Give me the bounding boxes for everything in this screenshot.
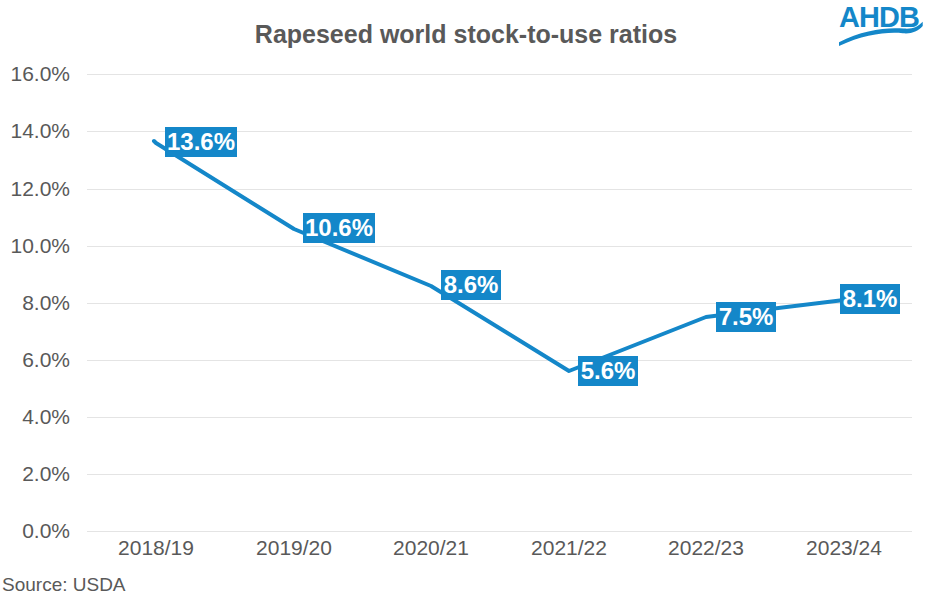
svg-text:AHDB: AHDB	[839, 1, 919, 33]
